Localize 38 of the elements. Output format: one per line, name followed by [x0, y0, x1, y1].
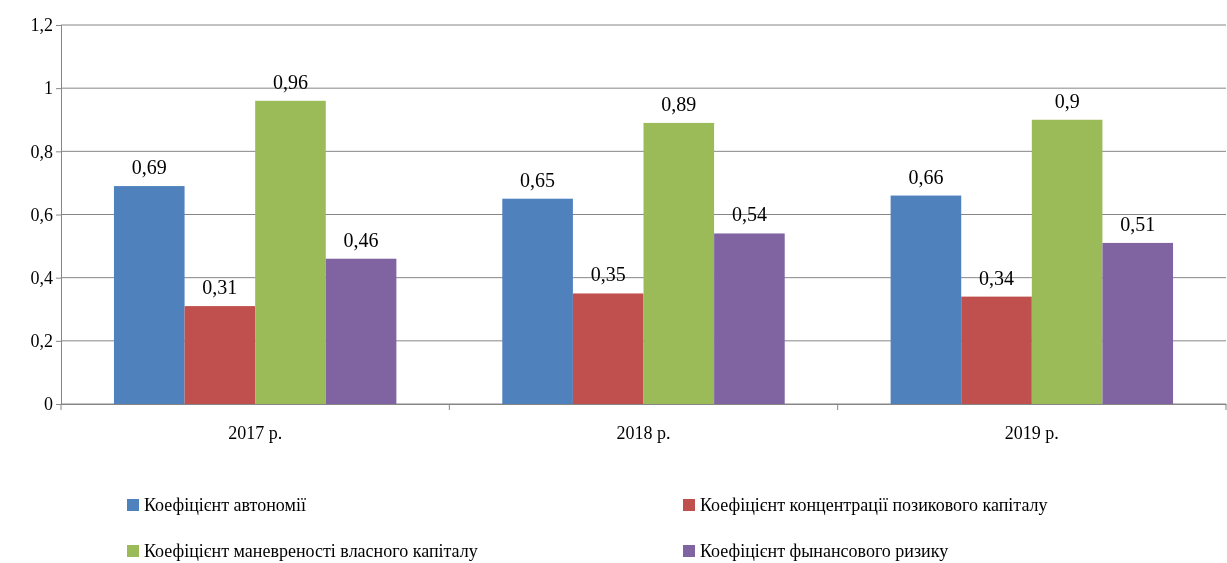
text: 0,34 — [979, 266, 1015, 289]
text: 0,69 — [131, 156, 167, 179]
bar — [325, 258, 397, 404]
text: 0,9 — [1054, 89, 1080, 112]
text: 0,66 — [908, 165, 944, 188]
bar — [255, 100, 326, 404]
text: 0,51 — [1120, 212, 1156, 235]
bar — [890, 195, 962, 404]
y-tick-label: 1,2 — [30, 15, 53, 36]
text: 0,89 — [661, 92, 697, 115]
legend-label: Коефіцієнт концентрації позикового капіталу — [700, 495, 1048, 515]
y-tick-label: 0,8 — [30, 141, 53, 162]
bar — [502, 198, 573, 404]
bar — [714, 233, 785, 404]
text: 0,35 — [590, 263, 626, 286]
bar — [1102, 242, 1174, 404]
x-tick-label: 2017 р. — [228, 422, 283, 443]
bar — [184, 306, 256, 404]
legend-label: Коефіцієнт фынансового ризику — [700, 541, 949, 561]
y-tick-label: 1 — [44, 78, 53, 99]
legend-label: Коефіцієнт автономії — [144, 495, 306, 515]
text: 0,31 — [202, 276, 238, 299]
text: 0,46 — [343, 228, 379, 251]
text: 0,65 — [520, 168, 556, 191]
legend-label: Коефіцієнт маневреності власного капіталу — [144, 541, 478, 561]
y-tick-label: 0 — [44, 394, 53, 415]
bar — [572, 293, 644, 404]
bar — [643, 122, 715, 404]
x-tick-label: 2019 р. — [1004, 422, 1059, 443]
x-tick-label: 2018 р. — [616, 422, 671, 443]
y-tick-label: 0,2 — [30, 331, 53, 352]
text: 0,96 — [272, 70, 308, 93]
y-tick-label: 0,4 — [30, 267, 53, 288]
bar — [113, 186, 185, 404]
bar — [1031, 119, 1103, 404]
text: 0,54 — [731, 203, 767, 226]
bar — [961, 296, 1032, 404]
y-tick-label: 0,6 — [30, 204, 53, 225]
